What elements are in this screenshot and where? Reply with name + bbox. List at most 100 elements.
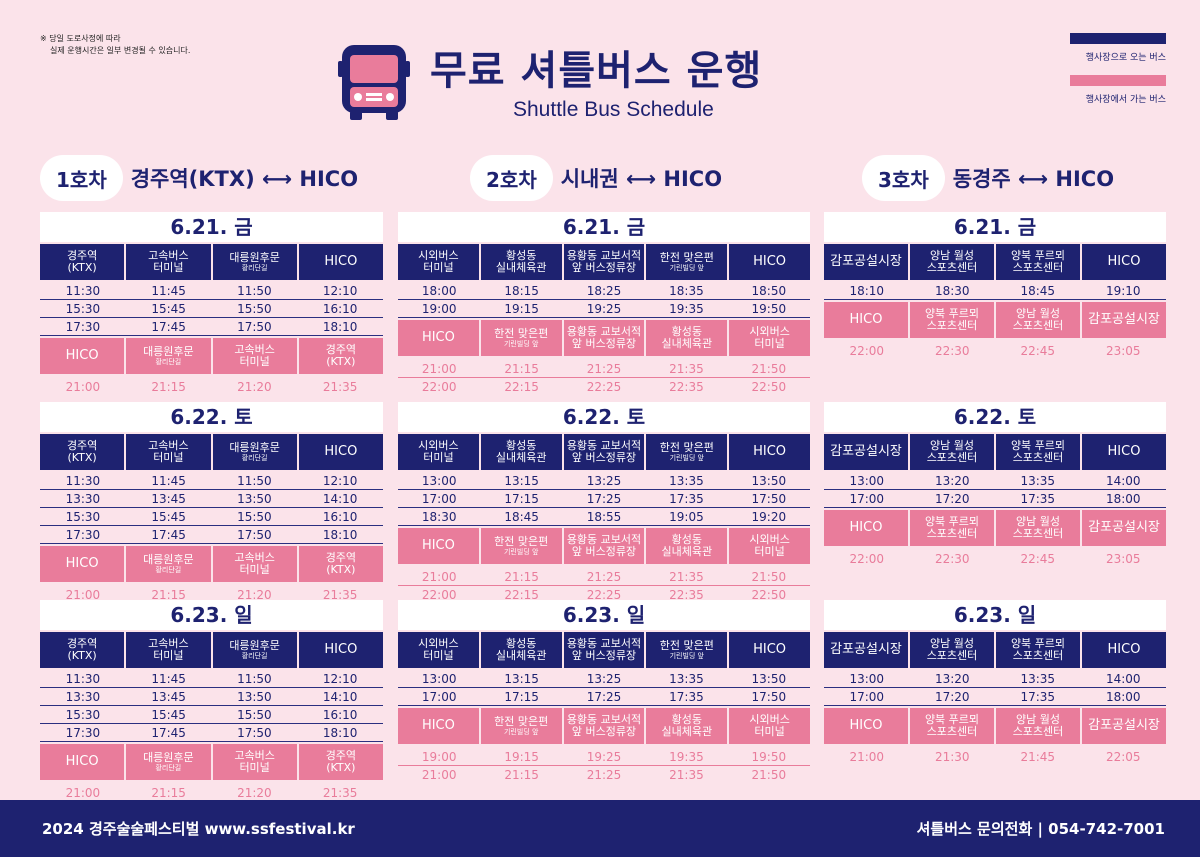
header-cell-line: 감포공설시장	[830, 444, 902, 459]
header-cell-line: HICO	[849, 312, 883, 327]
header-cell-line: 시외버스	[418, 637, 459, 650]
header-cell-line: 감포공설시장	[830, 642, 902, 657]
time-cell: 22:30	[934, 344, 970, 358]
return-time-row: 21:00 21:15 21:25 21:35 21:50	[398, 766, 810, 784]
outbound-header-row: 경주역 (KTX) 고속버스 터미널 대릉원후문 황리단길 HICO	[40, 632, 383, 668]
time-cell: 19:35	[669, 301, 704, 316]
time-cell: 22:50	[751, 588, 787, 602]
header-cell: 양북 푸르뫼 스포츠센터	[996, 632, 1080, 668]
header-cell-line: 대릉원후문	[143, 750, 194, 764]
header-cell: 용황동 교보서적 앞 버스정류장	[563, 632, 645, 668]
route-2-header: 2호차 시내권 ⟷ HICO	[470, 155, 722, 201]
time-cell: 22:00	[421, 588, 457, 602]
time-cell: 13:35	[669, 671, 704, 686]
time-cell: 21:20	[237, 786, 272, 800]
return-time-row: 21:00 21:15 21:20 21:35	[40, 586, 383, 604]
return-header-row: HICO 대릉원후문 황리단길 고속버스 터미널 경주역 (KTX)	[40, 338, 383, 374]
time-cell: 22:35	[669, 380, 704, 394]
time-cell: 21:15	[151, 380, 186, 394]
header-cell-line: 터미널	[153, 261, 184, 274]
time-cell: 13:45	[151, 689, 186, 704]
time-cell: 17:35	[1020, 491, 1056, 506]
header-cell: HICO	[298, 244, 383, 280]
header-cell: 시외버스 터미널	[729, 528, 810, 564]
time-cell: 21:35	[322, 588, 358, 602]
header-cell-line: 용황동 교보서적	[566, 439, 642, 452]
outbound-time-row: 17:30 17:45 17:50 18:10	[40, 526, 383, 544]
header-cell: 시외버스 터미널	[729, 320, 810, 356]
return-header-row: HICO 한전 맞은편 기린빌딩 앞 용황동 교보서적 앞 버스정류장 황성동 실내체육관 시…	[398, 528, 810, 564]
header-cell-line: 스포츠센터	[926, 319, 978, 332]
header-cell: 감포공설시장	[1082, 708, 1166, 744]
time-cell: 17:20	[934, 689, 970, 704]
outbound-time-row: 18:10 18:30 18:45 19:10	[824, 282, 1166, 300]
header-cell-line: 시외버스	[418, 439, 459, 452]
header-cell-line: 스포츠센터	[1012, 261, 1064, 274]
header-cell-line: 스포츠센터	[926, 725, 978, 738]
header-cell-line: 앞 버스정류장	[571, 451, 637, 464]
time-cell: 18:00	[421, 283, 457, 298]
time-cell: 18:30	[934, 283, 970, 298]
header-cell: HICO	[1082, 434, 1166, 470]
time-cell: 15:30	[65, 509, 101, 524]
header-cell: 한전 맞은편 기린빌딩 앞	[646, 632, 728, 668]
time-cell: 16:10	[322, 509, 358, 524]
time-cell: 22:30	[934, 552, 970, 566]
header-cell: 용황동 교보서적 앞 버스정류장	[563, 434, 645, 470]
header-cell: 감포공설시장	[824, 244, 908, 280]
header-cell: 감포공설시장	[824, 632, 908, 668]
header-cell: HICO	[398, 528, 479, 564]
time-cell: 13:00	[421, 671, 457, 686]
header-cell-line: 시외버스	[418, 249, 459, 262]
time-cell: 11:30	[65, 283, 101, 298]
date-header: 6.21. 금	[824, 212, 1166, 242]
time-cell: 17:25	[586, 491, 622, 506]
header-cell-line: HICO	[421, 538, 455, 553]
header-cell: 시외버스 터미널	[729, 708, 810, 744]
schedule-block: 6.23. 일 경주역 (KTX) 고속버스 터미널 대릉원후문 황리단길 HICO 11:30…	[40, 600, 383, 802]
time-cell: 18:55	[586, 509, 622, 524]
header-cell: HICO	[1082, 244, 1166, 280]
header-cell-line: HICO	[1107, 254, 1141, 269]
time-cell: 21:00	[421, 768, 457, 782]
return-time-row: 21:00 21:15 21:20 21:35	[40, 378, 383, 396]
page-subtitle: Shuttle Bus Schedule	[513, 98, 714, 121]
header-cell-line: (KTX)	[326, 355, 356, 368]
header-cell-line: 양남 월성	[930, 439, 974, 452]
time-cell: 21:20	[237, 380, 272, 394]
header-cell: 경주역 (KTX)	[298, 338, 383, 374]
outbound-time-row: 11:30 11:45 11:50 12:10	[40, 282, 383, 300]
header-cell: HICO	[824, 302, 908, 338]
return-time-row: 21:00 21:30 21:45 22:05	[824, 748, 1166, 766]
time-cell: 21:30	[934, 750, 970, 764]
date-header: 6.22. 토	[824, 402, 1166, 432]
route-name: 시내권 ⟷ HICO	[560, 167, 723, 191]
time-cell: 13:25	[586, 671, 622, 686]
header-cell-line: HICO	[753, 444, 787, 459]
schedule-block: 6.21. 금 시외버스 터미널 황성동 실내체육관 용황동 교보서적 앞 버스정류장 한전 …	[398, 212, 810, 396]
time-cell: 12:10	[322, 671, 358, 686]
header-cell-line: 경주역	[325, 749, 357, 762]
bus-icon	[338, 45, 410, 120]
time-cell: 22:00	[849, 344, 885, 358]
time-cell: 18:10	[322, 527, 358, 542]
time-cell: 21:50	[751, 569, 787, 584]
header-cell-line: 황성동	[671, 533, 702, 546]
header-cell-line: 양북 푸르뫼	[1010, 439, 1066, 452]
legend-to-venue: 행사장으로 오는 버스	[1085, 53, 1166, 63]
time-cell: 18:00	[1105, 689, 1141, 704]
header-cell-line: 용황동 교보서적	[566, 713, 642, 726]
header-cell: HICO	[398, 320, 479, 356]
header-cell-line: 황성동	[671, 713, 702, 726]
time-cell: 13:00	[849, 473, 885, 488]
time-cell: 22:45	[1020, 552, 1056, 566]
time-cell: 19:35	[669, 749, 704, 764]
time-cell: 18:10	[322, 319, 358, 334]
notice: ※ 당일 도로사정에 따라 실제 운행시간은 일부 변경될 수 있습니다.	[40, 33, 190, 57]
header-cell: 대릉원후문 황리단길	[212, 244, 297, 280]
header-cell-line: (KTX)	[67, 261, 97, 274]
return-header-row: HICO 양북 푸르뫼 스포츠센터 양남 월성 스포츠센터 감포공설시장	[824, 510, 1166, 546]
header-cell-line: 양북 푸르뫼	[924, 307, 980, 320]
header-cell-line: HICO	[1107, 444, 1141, 459]
header-cell: 고속버스 터미널	[126, 434, 211, 470]
